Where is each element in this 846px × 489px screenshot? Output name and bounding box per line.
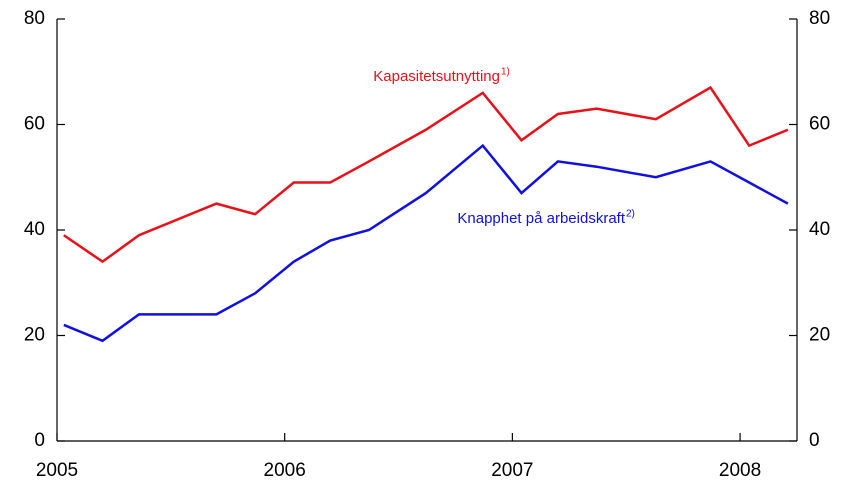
y-tick-label: 40: [24, 219, 45, 240]
series-label: Knapphet på arbeidskraft: [457, 210, 625, 227]
y2-tick-label: 80: [809, 8, 830, 29]
y2-tick-label: 20: [809, 325, 830, 346]
series-label-note: 2): [626, 209, 635, 220]
x-tick-label: 2008: [719, 460, 761, 481]
y-tick-label: 20: [24, 325, 45, 346]
series-label-note: 1): [501, 67, 510, 78]
y2-tick-label: 40: [809, 219, 830, 240]
series-label: Kapasitetsutnytting: [373, 68, 500, 85]
y-tick-label: 60: [24, 114, 45, 135]
x-tick-label: 2005: [36, 460, 78, 481]
y-tick-label: 0: [34, 430, 45, 451]
x-tick-label: 2006: [264, 460, 306, 481]
y2-tick-label: 0: [809, 430, 820, 451]
y2-tick-label: 60: [809, 114, 830, 135]
series-line: [63, 143, 789, 343]
series-line: [63, 85, 789, 264]
x-tick-label: 2007: [491, 460, 533, 481]
y-tick-label: 80: [24, 8, 45, 29]
